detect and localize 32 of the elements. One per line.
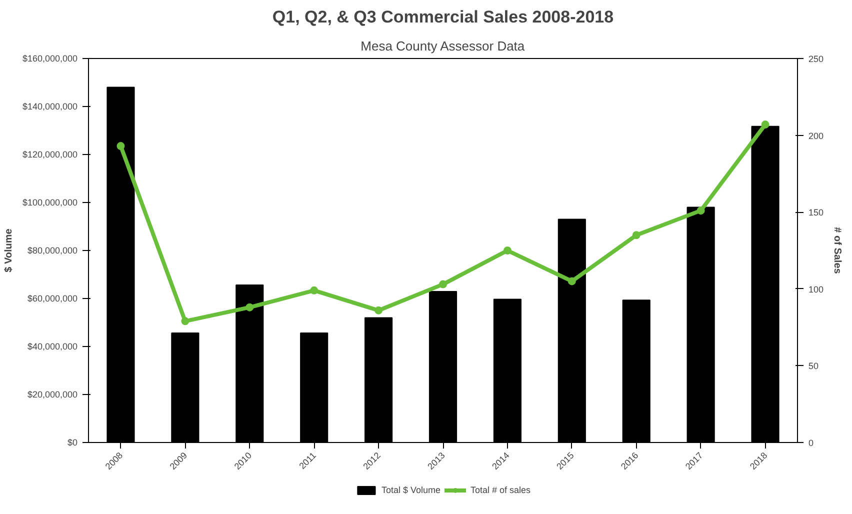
y2-tick-label: 0	[808, 438, 814, 448]
y-tick-label: $40,000,000	[27, 342, 78, 352]
y-tick-label: $120,000,000	[22, 150, 78, 160]
y2-tick-label: 150	[808, 208, 824, 218]
y2-axis-title: # of Sales	[832, 227, 843, 274]
legend-label: Total # of sales	[470, 485, 531, 495]
y-tick-label: $0	[67, 438, 78, 448]
y-tick-label: $80,000,000	[27, 246, 78, 256]
point	[116, 142, 125, 150]
y2-tick-label: 200	[808, 130, 824, 141]
point	[568, 277, 576, 286]
point	[246, 303, 254, 312]
chart-subtitle: Mesa County Assessor Data	[360, 38, 526, 54]
point	[761, 120, 770, 129]
y-tick-label: $140,000,000	[22, 102, 78, 112]
y-tick-label: $100,000,000	[22, 198, 78, 208]
legend-label: Total $ Volume	[381, 485, 440, 495]
y2-tick-label: 250	[808, 54, 824, 64]
point	[696, 206, 705, 215]
point	[439, 280, 447, 288]
point	[374, 306, 383, 314]
y-tick-label: $160,000,000	[22, 54, 78, 64]
point	[310, 286, 318, 294]
point	[503, 246, 512, 254]
y-tick-label: $60,000,000	[27, 294, 78, 304]
chart-title: Q1, Q2, & Q3 Commercial Sales 2008-2018	[272, 8, 614, 26]
point	[632, 231, 640, 240]
y-tick-label: $20,000,000	[27, 390, 78, 400]
y2-tick-label: 100	[808, 284, 824, 294]
point	[181, 317, 190, 326]
y-axis-title: $ Volume	[3, 228, 14, 272]
y2-tick-label: 50	[808, 361, 819, 372]
